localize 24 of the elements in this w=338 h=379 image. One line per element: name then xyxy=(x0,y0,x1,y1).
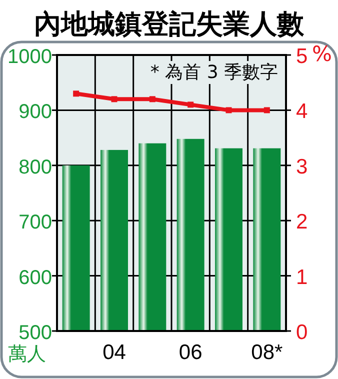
x-tick-label: 06 xyxy=(178,341,202,364)
y2-tick-label: 0 xyxy=(296,321,308,344)
y2-axis-title: % xyxy=(312,42,332,66)
point xyxy=(188,102,194,108)
point xyxy=(226,107,232,114)
y-tick-label: 700 xyxy=(18,212,52,234)
y-tick-label: 800 xyxy=(18,156,52,178)
y-tick-label: 600 xyxy=(18,266,52,289)
y2-tick-label: 5 xyxy=(296,45,308,68)
point xyxy=(111,96,118,102)
chart-title: 內地城鎮登記失業人數 xyxy=(34,9,305,40)
point xyxy=(264,107,270,114)
y2-tick-label: 3 xyxy=(296,155,308,178)
y2-tick-label: 1 xyxy=(296,266,308,289)
y-tick-label: 900 xyxy=(18,101,52,124)
point xyxy=(149,96,156,102)
y-axis-title: 萬人 xyxy=(8,343,46,365)
point xyxy=(73,90,80,97)
y-tick-label: 1000 xyxy=(8,46,52,68)
x-tick-label: 08* xyxy=(251,341,283,364)
y2-tick-label: 2 xyxy=(296,210,308,234)
x-tick-label: 04 xyxy=(102,341,126,364)
y2-tick-label: 4 xyxy=(296,100,308,124)
y-tick-label: 500 xyxy=(18,322,52,344)
